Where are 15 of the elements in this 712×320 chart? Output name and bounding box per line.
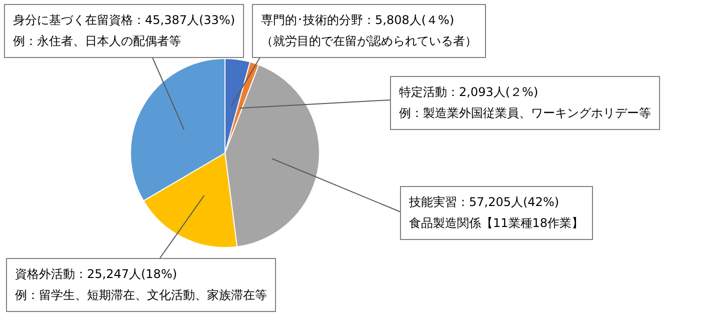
text: （就労目的で在留が認められている者）: [261, 33, 477, 50]
slice-label: 専門的･技術的分野: [261, 13, 363, 27]
data-label: ：45,387人(33%): [133, 13, 236, 27]
slice-label: 資格外活動: [15, 267, 75, 281]
data-label: ：5,808人(４%): [363, 13, 454, 27]
slice-label: 技能実習: [409, 195, 457, 209]
text: 食品製造関係【11業種18作業】: [409, 215, 584, 232]
text: 例：製造業外国従業員、ワーキングホリデー等: [399, 105, 651, 122]
data-label: ：57,205人(42%): [457, 195, 560, 209]
text: 例：永住者、日本人の配偶者等: [13, 33, 182, 50]
text: 例：留学生、短期滞在、文化活動、家族滞在等: [15, 287, 267, 304]
slice-label: 特定活動: [399, 85, 447, 99]
data-label: ：25,247人(18%): [75, 267, 178, 281]
data-label: ：2,093人(２%): [447, 85, 538, 99]
slice-label: 身分に基づく在留資格: [13, 13, 133, 27]
